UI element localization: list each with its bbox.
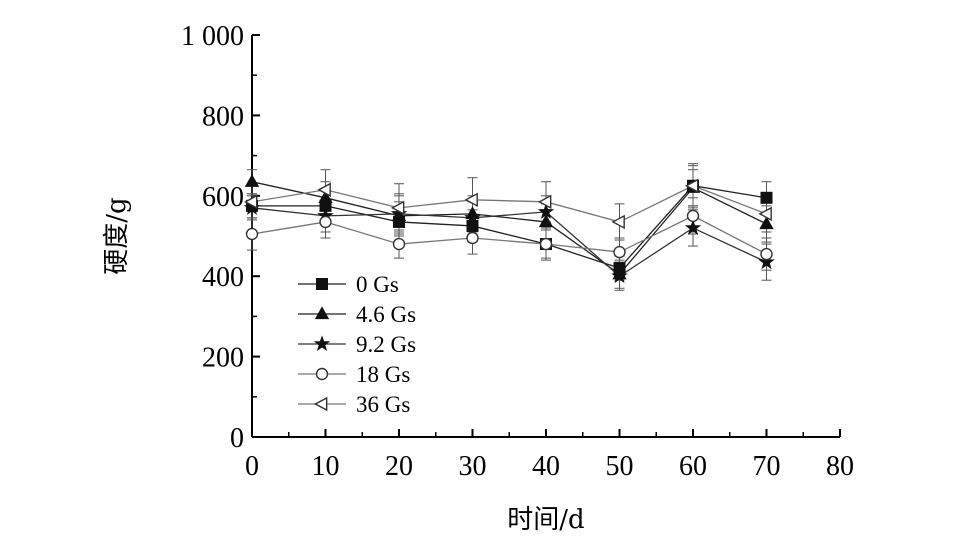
legend-entry: 18 Gs [298,362,410,387]
data-point [760,247,773,261]
data-point [464,209,481,225]
x-tick-label: 30 [459,451,487,482]
y-tick-label: 200 [202,343,244,374]
legend-label: 9.2 Gs [356,332,416,357]
series-line [251,215,767,255]
x-tick-label: 40 [532,451,560,482]
legend-entry: 4.6 Gs [298,302,416,327]
y-tick-label: 0 [230,423,244,454]
legend-entry: 9.2 Gs [298,332,416,357]
data-point [537,203,555,219]
legend-marker [313,396,328,412]
data-point [466,231,479,245]
data-point [686,209,700,223]
series-3-markers [245,209,773,261]
y-tick-label: 400 [202,262,244,293]
series-line [252,185,767,269]
legend: 0 Gs 4.6 Gs 9.2 Gs 18 Gs 36 Gs [298,272,416,417]
series-line [251,185,767,223]
data-point [319,215,332,229]
x-axis-label: 时间/d [507,505,584,535]
series-line [251,207,767,278]
data-point [245,227,259,241]
data-point [392,237,406,251]
legend-entry: 36 Gs [298,392,410,417]
x-tick-label: 10 [312,451,340,482]
data-point [244,174,260,187]
data-point [537,194,552,210]
legend-marker [313,335,331,351]
legend-label: 36 Gs [356,392,410,417]
x-tick-label: 20 [385,451,413,482]
data-point [318,190,333,203]
y-tick-label: 800 [202,101,244,132]
x-tick-label: 70 [753,451,781,482]
x-tick-label: 0 [245,451,259,482]
legend-label: 4.6 Gs [356,302,416,327]
legend-marker [315,367,329,381]
data-point [611,267,628,284]
y-axis-label: 硬度/g [102,197,132,274]
data-point [758,253,775,270]
data-point [539,237,553,251]
data-point [317,182,331,197]
series-layer [243,163,775,291]
legend-marker [316,278,328,290]
data-point [538,214,554,228]
data-point [613,245,626,259]
x-tick-label: 80 [826,451,854,482]
data-point [390,200,405,216]
series-4-markers [243,178,772,230]
data-point [759,216,774,230]
data-point [760,191,773,204]
legend-label: 18 Gs [356,362,410,387]
y-tick-label: 600 [202,182,244,213]
legend-entry: 0 Gs [298,272,399,297]
data-point [684,178,699,193]
data-point [758,206,772,222]
x-tick-label: 50 [606,451,634,482]
axis-ticks: 0 200 400 600 800 1 000 0 10 20 30 40 50 60 70 80 [181,21,854,482]
data-point [611,214,625,230]
legend-label: 0 Gs [356,272,399,297]
x-tick-label: 60 [679,451,707,482]
series-line [251,181,767,276]
legend-marker [314,306,330,320]
data-point [684,219,702,235]
y-tick-label: 1 000 [181,21,244,52]
data-point [243,194,258,210]
data-point [464,192,478,208]
